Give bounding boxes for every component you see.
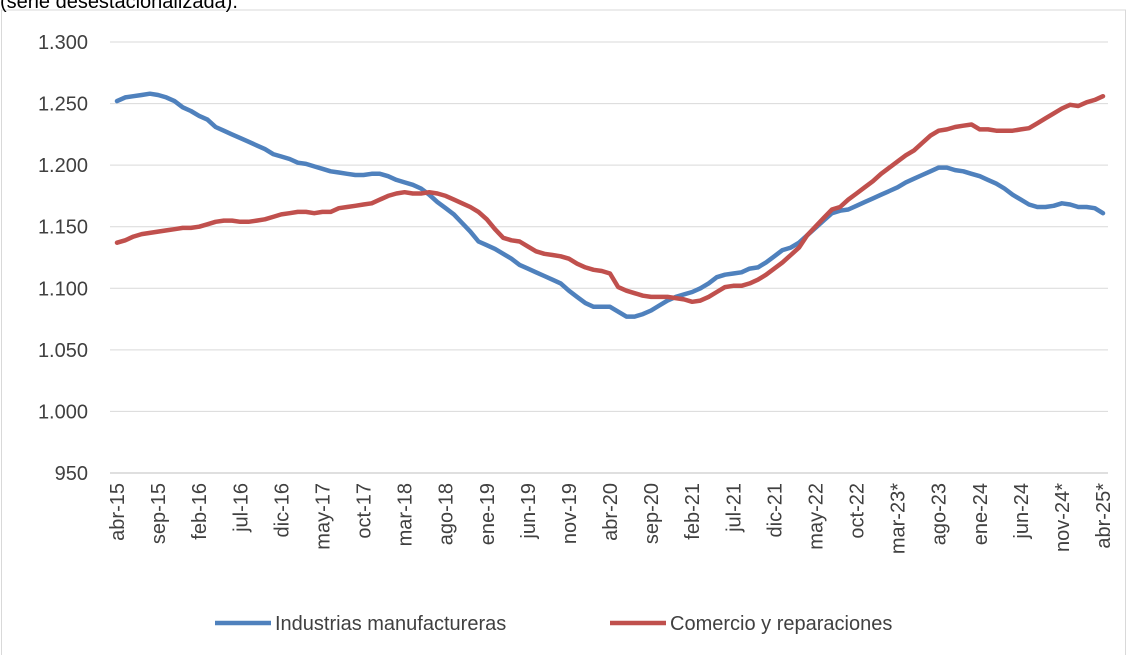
y-tick-label: 1.000 (38, 401, 88, 423)
x-tick-label: may-22 (805, 483, 827, 550)
x-tick-label: feb-16 (189, 483, 211, 540)
x-tick-label: dic-16 (271, 483, 293, 537)
x-tick-label: nov-19 (559, 483, 581, 544)
x-tick-label: abr-15 (107, 483, 129, 541)
x-tick-label: ago-18 (436, 483, 458, 545)
x-tick-label: ene-19 (477, 483, 499, 545)
y-tick-label: 1.250 (38, 94, 88, 116)
x-tick-label: nov-24* (1052, 483, 1074, 552)
x-tick-label: may-17 (312, 483, 334, 550)
y-tick-label: 1.100 (38, 278, 88, 300)
chart-subtitle: (serie desestacionalizada). (0, 0, 238, 13)
x-tick-label: sep-15 (148, 483, 170, 544)
x-tick-label: abr-25* (1093, 483, 1115, 549)
y-tick-label: 1.050 (38, 340, 88, 362)
x-tick-label: mar-23* (888, 483, 910, 554)
legend-label: Comercio y reparaciones (670, 613, 892, 635)
x-tick-label: ago-23 (929, 483, 951, 545)
x-tick-label: jun-19 (518, 483, 540, 540)
x-tick-label: mar-18 (395, 483, 417, 546)
chart-frame (1, 9, 1126, 655)
x-tick-label: jun-24 (1011, 483, 1033, 540)
y-tick-label: 1.150 (38, 217, 88, 239)
x-tick-label: dic-21 (764, 483, 786, 537)
x-tick-label: oct-22 (847, 483, 869, 539)
x-tick-label: jul-21 (723, 483, 745, 533)
y-tick-label: 950 (55, 463, 88, 485)
x-tick-label: oct-17 (354, 483, 376, 539)
x-tick-label: ene-24 (970, 483, 992, 545)
series-line (114, 93, 1106, 305)
x-tick-label: sep-20 (641, 483, 663, 544)
x-tick-label: jul-16 (230, 483, 252, 533)
x-tick-label: feb-21 (682, 483, 704, 540)
legend-label: Industrias manufactureras (275, 613, 506, 635)
y-tick-label: 1.200 (38, 155, 88, 177)
series-line (114, 91, 1106, 319)
x-tick-label: abr-20 (600, 483, 622, 541)
y-tick-label: 1.300 (38, 32, 88, 54)
